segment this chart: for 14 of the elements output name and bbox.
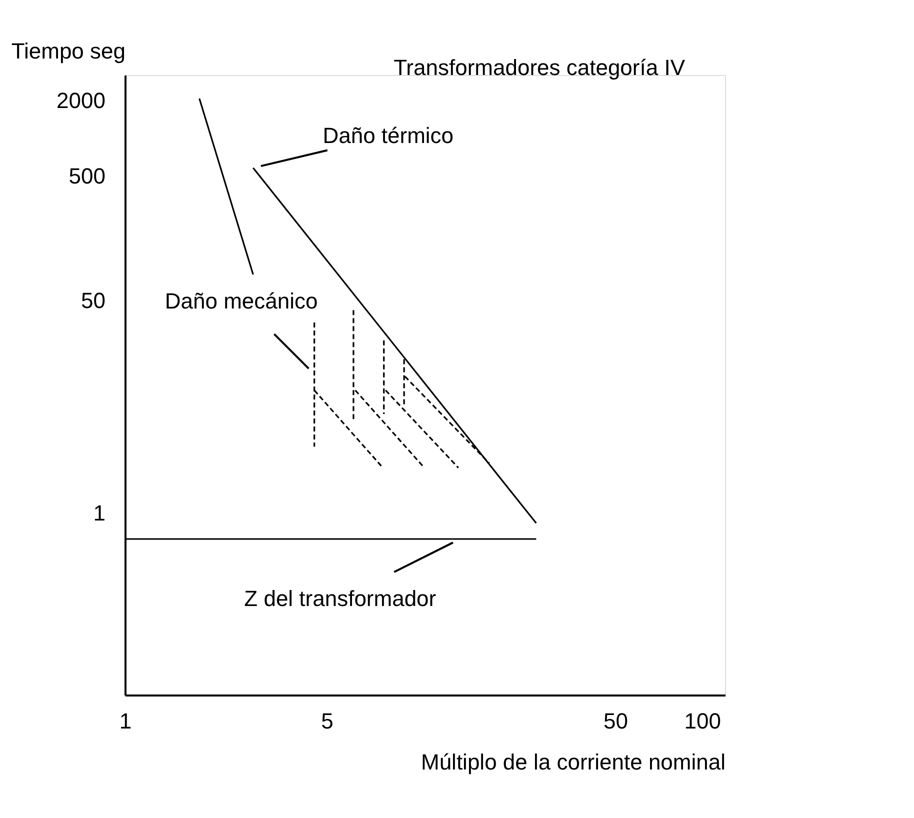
y-tick-label: 1 <box>93 500 106 526</box>
annotation: Daño mecánico <box>164 288 318 314</box>
annotation: Z del transformador <box>244 586 436 611</box>
y-tick-label: 50 <box>81 288 106 314</box>
x-tick-label: 50 <box>604 708 628 734</box>
x-axis-title: Múltiplo de la corriente nominal <box>421 750 726 774</box>
x-tick-label: 100 <box>684 708 722 734</box>
x-tick-label: 1 <box>119 708 132 734</box>
y-tick-label: 2000 <box>56 88 106 114</box>
x-tick-label: 5 <box>321 708 334 734</box>
annotation: Daño térmico <box>322 122 454 148</box>
y-tick-label: 500 <box>68 163 106 188</box>
chart-title: Transformadores categoría IV <box>394 55 686 80</box>
y-axis-title: Tiempo seg <box>11 38 126 64</box>
